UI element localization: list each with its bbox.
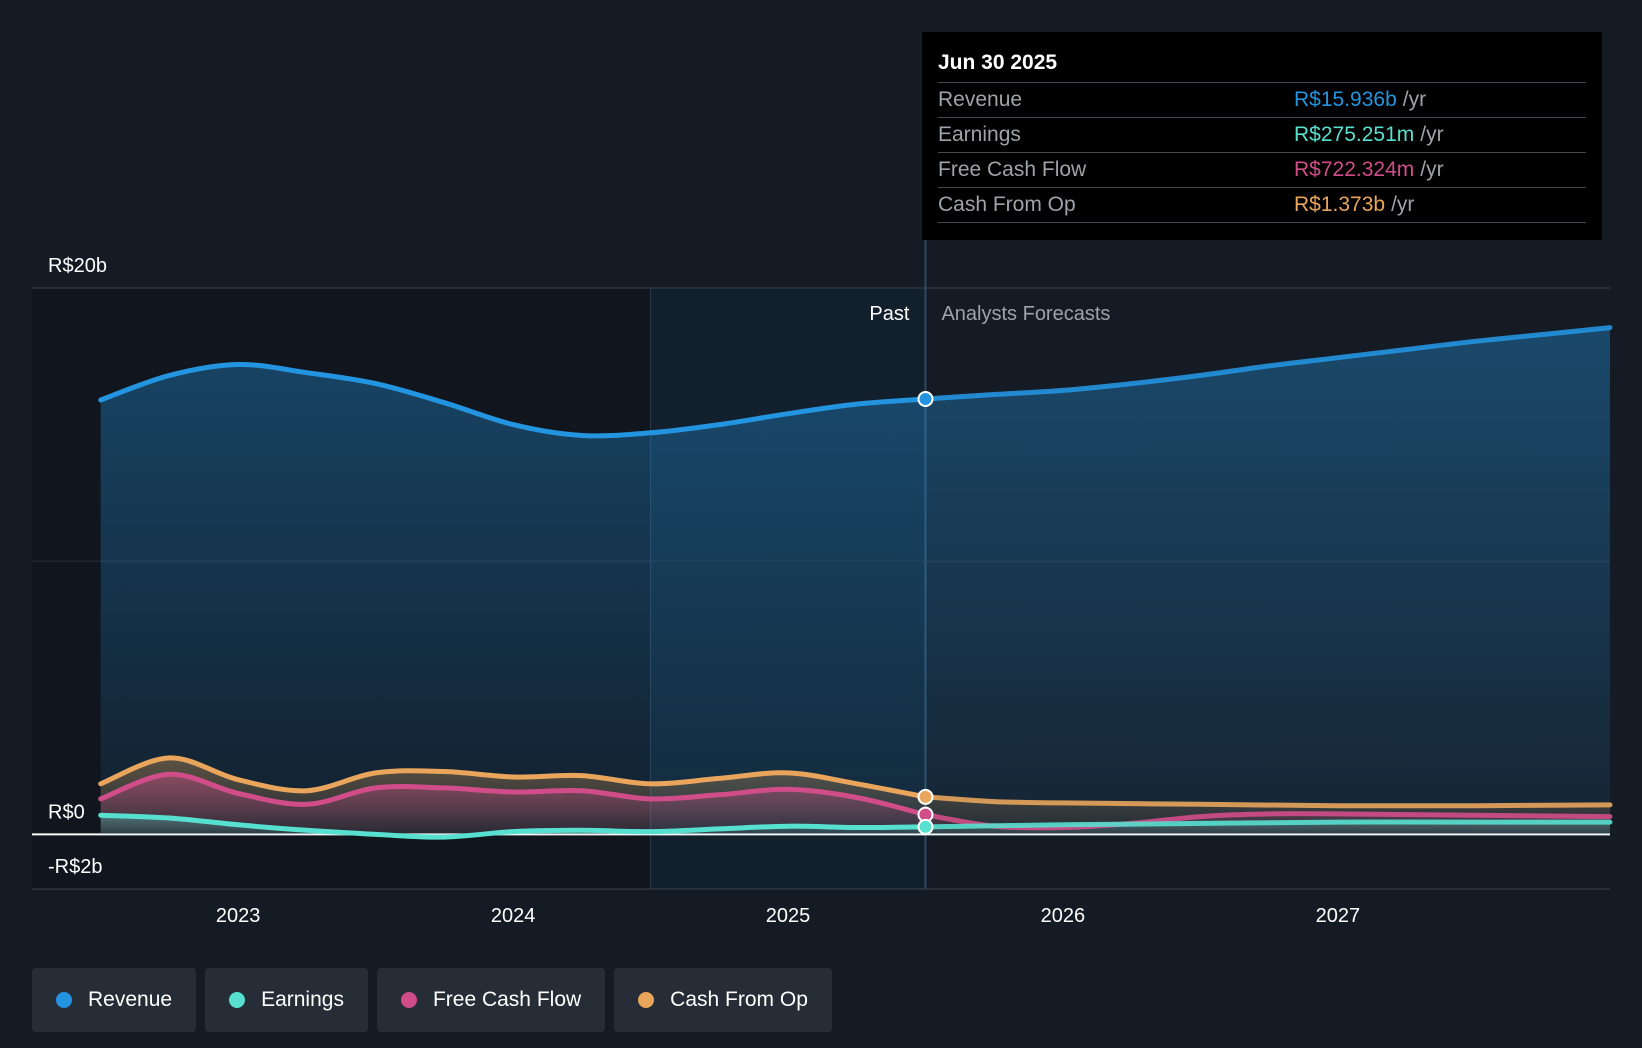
past-label: Past <box>869 303 909 325</box>
cash-from-op-line-forecast <box>923 794 1613 809</box>
legend-label: Earnings <box>261 988 344 1011</box>
revenue-area <box>100 327 1611 835</box>
tooltip-unit: /yr <box>1391 193 1415 216</box>
legend-item-cash-from-op[interactable]: Cash From Op <box>614 968 832 1032</box>
tooltip-value: R$15.936b <box>1294 88 1397 111</box>
legend-item-free-cash-flow[interactable]: Free Cash Flow <box>376 968 606 1032</box>
x-tick-label: 2027 <box>1316 905 1361 927</box>
x-tick-label: 2026 <box>1041 905 1086 927</box>
tooltip-unit: /yr <box>1420 158 1444 181</box>
cash-from-op-marker <box>917 788 934 805</box>
tooltip-unit: /yr <box>1402 88 1427 111</box>
tooltip-value: R$1.373b <box>1294 193 1386 216</box>
hover-tooltip: Jun 30 2025 Revenue R$15.936b /yr Earnin… <box>922 32 1602 240</box>
legend-item-revenue[interactable]: Revenue <box>32 968 197 1032</box>
earnings-line-past <box>98 812 928 840</box>
revenue-line-past <box>98 361 928 439</box>
legend-label: Cash From Op <box>670 988 808 1011</box>
tooltip-value: R$722.324m <box>1294 158 1415 181</box>
forecast-label: Analysts Forecasts <box>941 303 1110 325</box>
legend-dot-icon <box>56 992 72 1008</box>
x-tick-label: 2023 <box>216 905 261 927</box>
tooltip-row-earnings: Earnings R$275.251m /yr <box>938 118 1586 153</box>
x-tick-label: 2024 <box>491 905 536 927</box>
tooltip-label: Free Cash Flow <box>938 158 1087 181</box>
legend-item-earnings[interactable]: Earnings <box>205 968 368 1032</box>
tooltip-date: Jun 30 2025 <box>938 46 1586 83</box>
tooltip-label: Earnings <box>938 123 1021 146</box>
revenue-marker <box>917 391 934 408</box>
earnings-marker <box>917 818 934 835</box>
earnings-area <box>100 815 1611 838</box>
y-tick-label: R$20b <box>48 255 107 277</box>
y-tick-label: -R$2b <box>48 856 102 878</box>
legend-dot-icon <box>638 992 655 1008</box>
free-cash-flow-area <box>100 774 1611 835</box>
tooltip-row-free-cash-flow: Free Cash Flow R$722.324m /yr <box>938 153 1586 188</box>
cash-from-op-line-past <box>98 755 928 800</box>
tooltip-value: R$275.251m <box>1294 123 1415 146</box>
tooltip-label: Cash From Op <box>938 193 1076 216</box>
tooltip-row-revenue: Revenue R$15.936b /yr <box>938 83 1586 118</box>
tooltip-row-cash-from-op: Cash From Op R$1.373b /yr <box>938 188 1586 223</box>
chart-legend: Revenue Earnings Free Cash Flow Cash Fro… <box>32 968 832 1032</box>
revenue-line-forecast <box>923 325 1613 402</box>
tooltip-unit: /yr <box>1420 123 1444 146</box>
y-tick-label: R$0 <box>48 801 85 823</box>
legend-dot-icon <box>400 992 417 1008</box>
earnings-line-forecast <box>923 819 1613 830</box>
tooltip-label: Revenue <box>938 88 1023 111</box>
free-cash-flow-line-past <box>98 771 928 818</box>
legend-dot-icon <box>229 992 246 1008</box>
legend-label: Revenue <box>88 988 173 1011</box>
x-tick-label: 2025 <box>766 905 811 927</box>
legend-label: Free Cash Flow <box>432 988 582 1011</box>
